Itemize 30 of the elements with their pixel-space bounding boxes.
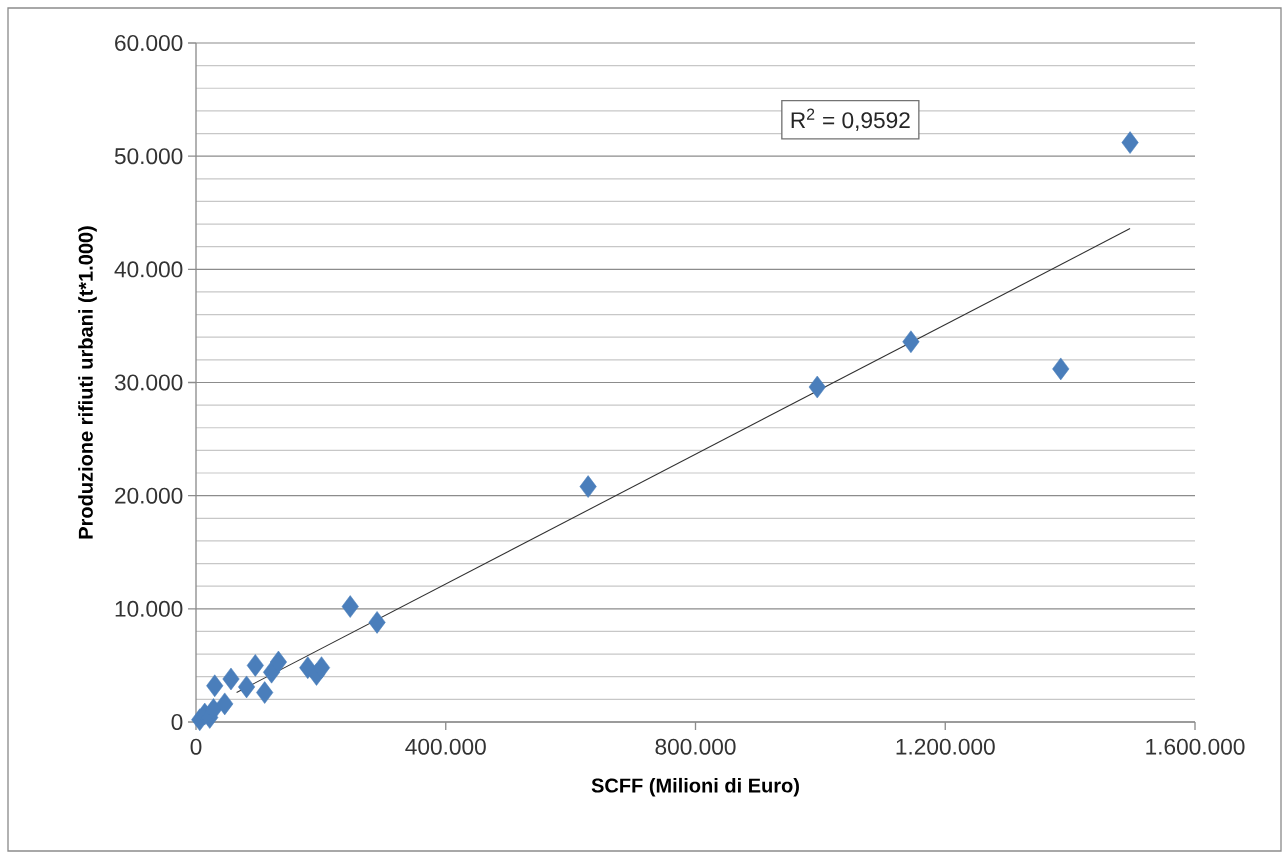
point xyxy=(808,375,826,399)
y-tick-label: 50.000 xyxy=(114,148,183,165)
x-tick-label: 1.600.000 xyxy=(1146,738,1245,755)
x-axis-title: SCFF (Milioni di Euro) xyxy=(591,777,799,797)
y-tick-label: 20.000 xyxy=(115,487,183,504)
y-tick-label: 60.000 xyxy=(115,34,183,52)
x-tick-label: 0 xyxy=(190,738,202,755)
y-tick-label: 40.000 xyxy=(114,261,183,278)
point xyxy=(341,595,359,618)
point xyxy=(1121,131,1139,154)
point xyxy=(222,667,240,691)
y-tick-label: 0 xyxy=(171,713,183,731)
x-tick-label: 800.000 xyxy=(655,738,736,755)
y-tick-label: 10.000 xyxy=(115,600,183,617)
point xyxy=(216,692,234,716)
point xyxy=(269,650,287,674)
point xyxy=(238,675,256,699)
point xyxy=(246,654,264,677)
point xyxy=(256,681,274,704)
y-tick-label: 30.000 xyxy=(114,374,183,391)
point xyxy=(206,674,224,698)
annotation: R$^{2}$ = 0,9592 xyxy=(791,108,910,131)
x-tick-label: 1.200.000 xyxy=(896,738,995,755)
point xyxy=(902,330,920,354)
point xyxy=(1052,357,1070,381)
point xyxy=(579,475,597,498)
point xyxy=(368,611,386,634)
x-tick-label: 400.000 xyxy=(405,738,486,755)
y-axis-title: Produzione rifiuti urbani (t*1.000) xyxy=(78,226,97,539)
point xyxy=(312,656,331,679)
